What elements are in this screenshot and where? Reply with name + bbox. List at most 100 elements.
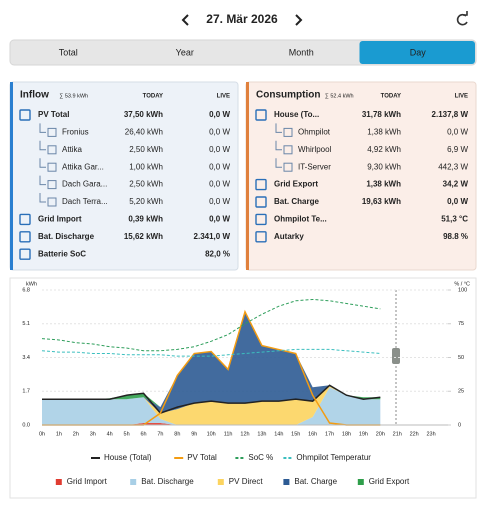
next-button[interactable] bbox=[295, 14, 303, 26]
line bbox=[42, 384, 381, 414]
legend-label[interactable]: Grid Export bbox=[369, 477, 410, 486]
row-today: 1,38 kWh bbox=[366, 180, 401, 189]
tree-branch bbox=[275, 158, 282, 168]
row-live: 442,3 W bbox=[438, 162, 468, 171]
legend-label[interactable]: SoC % bbox=[248, 453, 273, 462]
device-icon bbox=[47, 197, 57, 207]
row-icon bbox=[255, 231, 267, 243]
legend-label[interactable]: Ohmpilot Temperatur bbox=[296, 453, 371, 462]
tab-label[interactable]: Month bbox=[289, 47, 314, 57]
row-label: Autarky bbox=[274, 232, 304, 241]
legend-swatch bbox=[130, 479, 137, 485]
x-tick-label: 14h bbox=[274, 431, 283, 437]
row-label: House (To... bbox=[274, 110, 319, 119]
x-tick-label: 16h bbox=[308, 431, 317, 437]
area bbox=[42, 387, 381, 425]
refresh-arrow bbox=[463, 11, 468, 16]
line bbox=[41, 348, 381, 357]
legend-label[interactable]: Grid Import bbox=[67, 477, 108, 486]
row-label: Grid Export bbox=[274, 180, 318, 189]
row-label: PV Total bbox=[38, 110, 69, 119]
legend-label[interactable]: PV Direct bbox=[229, 477, 264, 486]
x-tick-label: 1h bbox=[56, 431, 62, 437]
row-live: 2.137,8 W bbox=[432, 110, 469, 119]
y-tick-label: 5.1 bbox=[22, 321, 30, 327]
row-live: 0,0 W bbox=[209, 162, 230, 171]
row-icon bbox=[255, 196, 267, 208]
row-live: 34,2 W bbox=[443, 180, 469, 189]
row-today: 5,20 kWh bbox=[129, 197, 163, 206]
y-tick-label: 0.0 bbox=[22, 422, 30, 428]
device-icon bbox=[283, 162, 293, 172]
device-icon bbox=[283, 145, 293, 155]
active-tab[interactable] bbox=[359, 41, 476, 64]
device-icon bbox=[47, 162, 57, 172]
row-label: Attika Gar... bbox=[62, 162, 104, 171]
tree-branch bbox=[39, 193, 46, 203]
date: 27. Mär 2026 bbox=[206, 12, 278, 26]
x-tick-label: 11h bbox=[224, 431, 233, 437]
x-tick-label: 18h bbox=[342, 431, 351, 437]
device-icon bbox=[47, 145, 57, 155]
prev-button[interactable] bbox=[181, 14, 189, 26]
row-today: 26,40 kWh bbox=[125, 128, 163, 137]
row-label: IT-Server bbox=[298, 162, 331, 171]
legend-swatch bbox=[283, 479, 290, 485]
y2-tick-label: 100 bbox=[458, 287, 467, 293]
tree-branch bbox=[39, 123, 46, 133]
y-tick-label: 1.7 bbox=[22, 389, 30, 395]
row-label: Bat. Discharge bbox=[38, 232, 95, 241]
column-header: LIVE bbox=[217, 94, 230, 100]
x-tick-label: 12h bbox=[240, 431, 249, 437]
tab-label[interactable]: Year bbox=[176, 47, 194, 57]
x-tick-label: 3h bbox=[90, 431, 96, 437]
row-live: 0,0 W bbox=[209, 197, 230, 206]
area bbox=[42, 385, 381, 425]
legend-label[interactable]: Bat. Charge bbox=[294, 477, 337, 486]
x-tick-label: 6h bbox=[140, 431, 146, 437]
legend-label[interactable]: House (Total) bbox=[104, 453, 152, 462]
x-tick-label: 5h bbox=[124, 431, 130, 437]
row-today: 1,38 kWh bbox=[367, 128, 401, 137]
row-label: Bat. Charge bbox=[274, 197, 319, 206]
tree-branch bbox=[275, 140, 282, 151]
device-icon bbox=[47, 127, 57, 137]
legend-label[interactable]: PV Total bbox=[187, 453, 217, 462]
panel-title: Inflow bbox=[20, 90, 49, 101]
legend-swatch bbox=[357, 479, 364, 485]
consumption-accent bbox=[246, 82, 249, 270]
now-marker bbox=[392, 348, 400, 364]
panel-title: Consumption bbox=[256, 90, 320, 101]
row-today: 15,62 kWh bbox=[124, 232, 163, 241]
row-today: 31,78 kWh bbox=[362, 110, 401, 119]
y-axis-title: kWh bbox=[26, 281, 37, 287]
x-tick-label: 2h bbox=[73, 431, 79, 437]
tree-branch bbox=[39, 175, 46, 186]
legend-label[interactable]: Bat. Discharge bbox=[141, 477, 194, 486]
row-label: Ohmpilot bbox=[298, 128, 331, 137]
y2-tick-label: 50 bbox=[458, 355, 464, 361]
row-live: 2.341,0 W bbox=[194, 232, 231, 241]
legend-swatch bbox=[217, 479, 224, 485]
row-live: 6,9 W bbox=[447, 145, 468, 154]
row-today: 4,92 kWh bbox=[367, 145, 401, 154]
tree-branch bbox=[39, 140, 46, 151]
tab-label[interactable]: Total bbox=[59, 47, 78, 57]
tab-label[interactable]: Day bbox=[410, 47, 427, 57]
column-header: TODAY bbox=[381, 94, 401, 100]
row-label: Grid Import bbox=[38, 215, 82, 224]
device-icon bbox=[283, 127, 293, 137]
row-live: 0,0 W bbox=[209, 128, 230, 137]
column-header: TODAY bbox=[143, 94, 163, 100]
x-tick-label: 17h bbox=[325, 431, 334, 437]
x-tick-label: 4h bbox=[107, 431, 113, 437]
row-today: 0,39 kWh bbox=[128, 215, 163, 224]
y-tick-label: 3.4 bbox=[22, 355, 30, 361]
x-tick-label: 15h bbox=[291, 431, 300, 437]
device-icon bbox=[47, 180, 57, 190]
row-live: 82,0 % bbox=[205, 249, 230, 258]
y2-tick-label: 25 bbox=[458, 389, 464, 395]
row-live: 0,0 W bbox=[209, 180, 230, 189]
row-today: 19,63 kWh bbox=[362, 197, 401, 206]
